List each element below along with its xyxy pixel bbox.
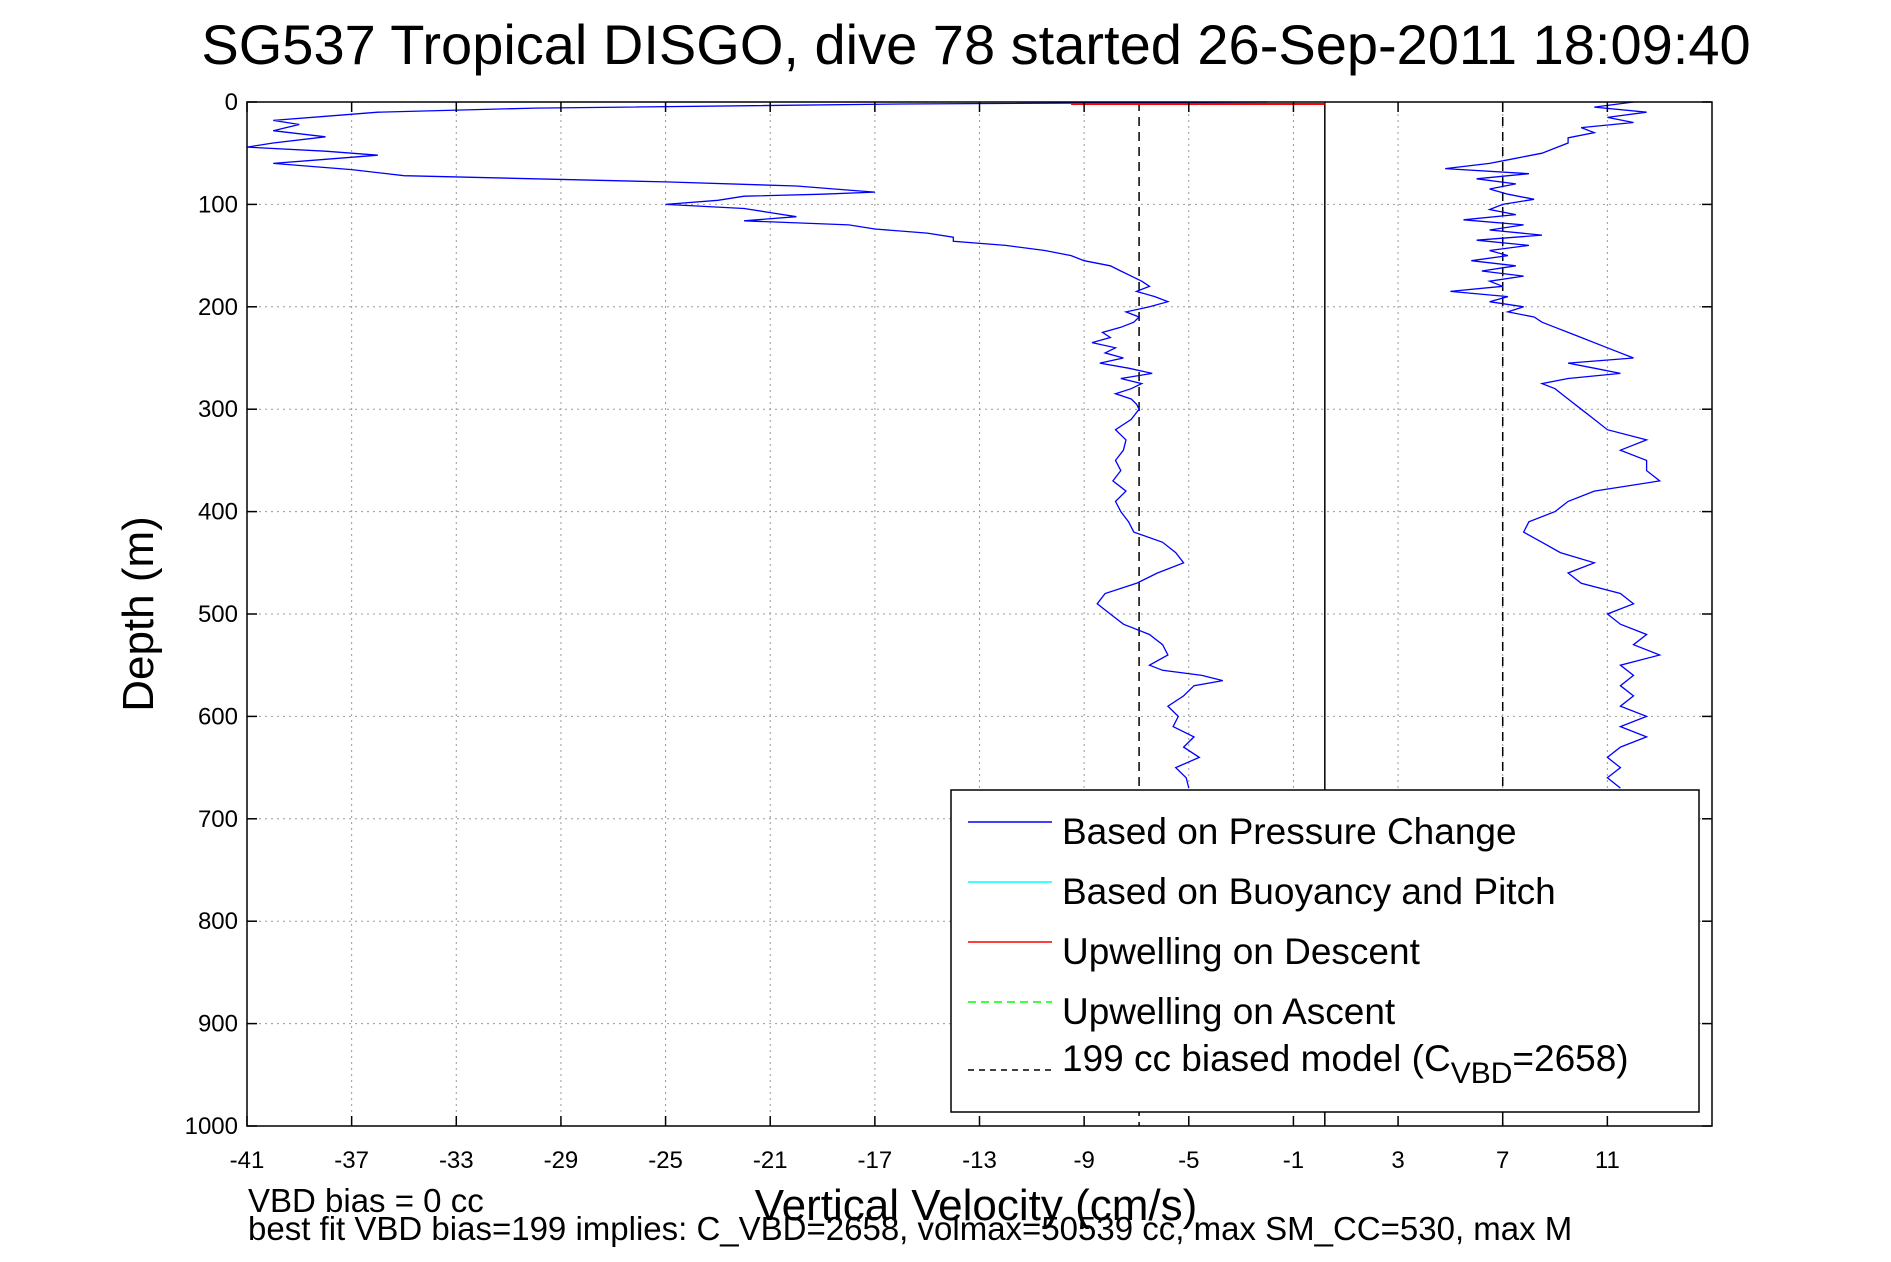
chart-title: SG537 Tropical DISGO, dive 78 started 26…: [201, 13, 1750, 76]
y-tick-label: 0: [225, 89, 238, 116]
x-tick-label: -21: [753, 1147, 788, 1174]
plot-series: [246, 101, 1662, 1126]
y-tick-label: 700: [198, 806, 238, 833]
y-axis-ticks: 0 100 200 300 400 500 600 700 800 900 1000: [185, 89, 1712, 1140]
y-tick-label: 300: [198, 396, 238, 423]
x-tick-label: -25: [648, 1147, 683, 1174]
x-tick-label: -9: [1073, 1147, 1094, 1174]
legend: Based on Pressure Change Based on Buoyan…: [950, 789, 1700, 1113]
y-axis-label: Depth (m): [114, 516, 163, 712]
legend-label-buoyancy: Based on Buoyancy and Pitch: [1062, 871, 1556, 912]
x-axis-label: Vertical Velocity (cm/s): [755, 1181, 1198, 1230]
y-tick-label: 200: [198, 294, 238, 321]
legend-box: [950, 789, 1700, 1113]
y-tick-label: 900: [198, 1011, 238, 1038]
y-tick-label: 500: [198, 601, 238, 628]
x-tick-label: -5: [1178, 1147, 1199, 1174]
x-tick-label: -33: [439, 1147, 474, 1174]
legend-label-biased-model-subscript: VBD: [1451, 1057, 1513, 1090]
x-tick-label: -29: [544, 1147, 579, 1174]
x-tick-label: -17: [858, 1147, 893, 1174]
legend-label-pressure: Based on Pressure Change: [1062, 811, 1517, 852]
legend-label-biased-model: 199 cc biased model (CVBD=2658): [1062, 1038, 1629, 1090]
legend-label-upwelling-ascent: Upwelling on Ascent: [1062, 991, 1396, 1032]
legend-label-upwelling-descent: Upwelling on Descent: [1062, 931, 1421, 972]
y-tick-label: 600: [198, 703, 238, 730]
footnote-best-fit: best fit VBD bias=199 implies: C_VBD=265…: [248, 1210, 1573, 1247]
x-tick-label: -13: [962, 1147, 997, 1174]
pressure-change-ascent-line: [1445, 101, 1662, 789]
x-axis-ticks: -41 -37 -33 -29 -25 -21 -17 -13 -9 -5 -1 3 7 11: [230, 102, 1620, 1174]
y-tick-label: 1000: [185, 1113, 238, 1140]
y-tick-label: 100: [198, 191, 238, 218]
y-tick-label: 400: [198, 499, 238, 526]
footnote-vbd-bias: VBD bias = 0 cc: [248, 1182, 484, 1219]
x-tick-label: 7: [1496, 1147, 1509, 1174]
x-tick-label: -41: [230, 1147, 265, 1174]
x-tick-label: -1: [1283, 1147, 1304, 1174]
x-tick-label: 3: [1391, 1147, 1404, 1174]
legend-label-biased-model-main: 199 cc biased model (C: [1062, 1038, 1451, 1079]
y-tick-label: 800: [198, 908, 238, 935]
pressure-change-descent-line: [246, 101, 1268, 789]
x-tick-label: 11: [1595, 1147, 1620, 1174]
legend-label-biased-model-suffix: =2658): [1512, 1038, 1628, 1079]
x-tick-label: -37: [334, 1147, 369, 1174]
